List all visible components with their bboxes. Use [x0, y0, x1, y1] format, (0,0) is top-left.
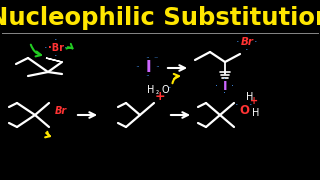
Text: ··: ·· — [146, 55, 150, 64]
Text: ·: · — [249, 100, 253, 110]
Text: I: I — [223, 80, 227, 93]
Text: Br: Br — [55, 106, 67, 116]
Text: ··: ·· — [156, 64, 160, 73]
Text: ·Br: ·Br — [48, 43, 64, 53]
Text: +: + — [250, 96, 258, 106]
Text: ·: · — [235, 100, 239, 110]
Text: ·: · — [168, 83, 172, 93]
Text: +: + — [155, 91, 165, 104]
Text: ··: ·· — [146, 73, 150, 82]
Text: ·: · — [245, 29, 249, 39]
Text: ·: · — [231, 81, 235, 91]
Text: H: H — [246, 92, 254, 102]
Text: O: O — [239, 105, 249, 118]
Text: ·: · — [245, 45, 249, 55]
Text: ⁻: ⁻ — [154, 55, 158, 64]
Text: ·: · — [54, 35, 58, 45]
Text: ·: · — [223, 88, 227, 98]
Text: ·: · — [54, 51, 58, 61]
Text: I: I — [145, 60, 151, 75]
Text: ·: · — [215, 81, 219, 91]
Polygon shape — [46, 58, 62, 62]
FancyArrowPatch shape — [172, 74, 179, 83]
Text: ·: · — [64, 43, 68, 53]
Text: ·: · — [236, 37, 240, 47]
Text: ₂: ₂ — [156, 87, 159, 96]
FancyArrowPatch shape — [31, 45, 41, 56]
Text: Nucleophilic Substitution: Nucleophilic Substitution — [0, 6, 320, 30]
FancyArrowPatch shape — [67, 44, 73, 49]
Text: ·: · — [223, 74, 227, 84]
FancyArrowPatch shape — [45, 132, 50, 137]
Text: O: O — [162, 85, 170, 95]
Text: Br: Br — [241, 37, 253, 47]
Text: ·: · — [254, 37, 258, 47]
Text: ·: · — [44, 43, 48, 53]
Text: H: H — [252, 108, 260, 118]
Text: H: H — [147, 85, 154, 95]
Text: ··: ·· — [136, 64, 140, 73]
